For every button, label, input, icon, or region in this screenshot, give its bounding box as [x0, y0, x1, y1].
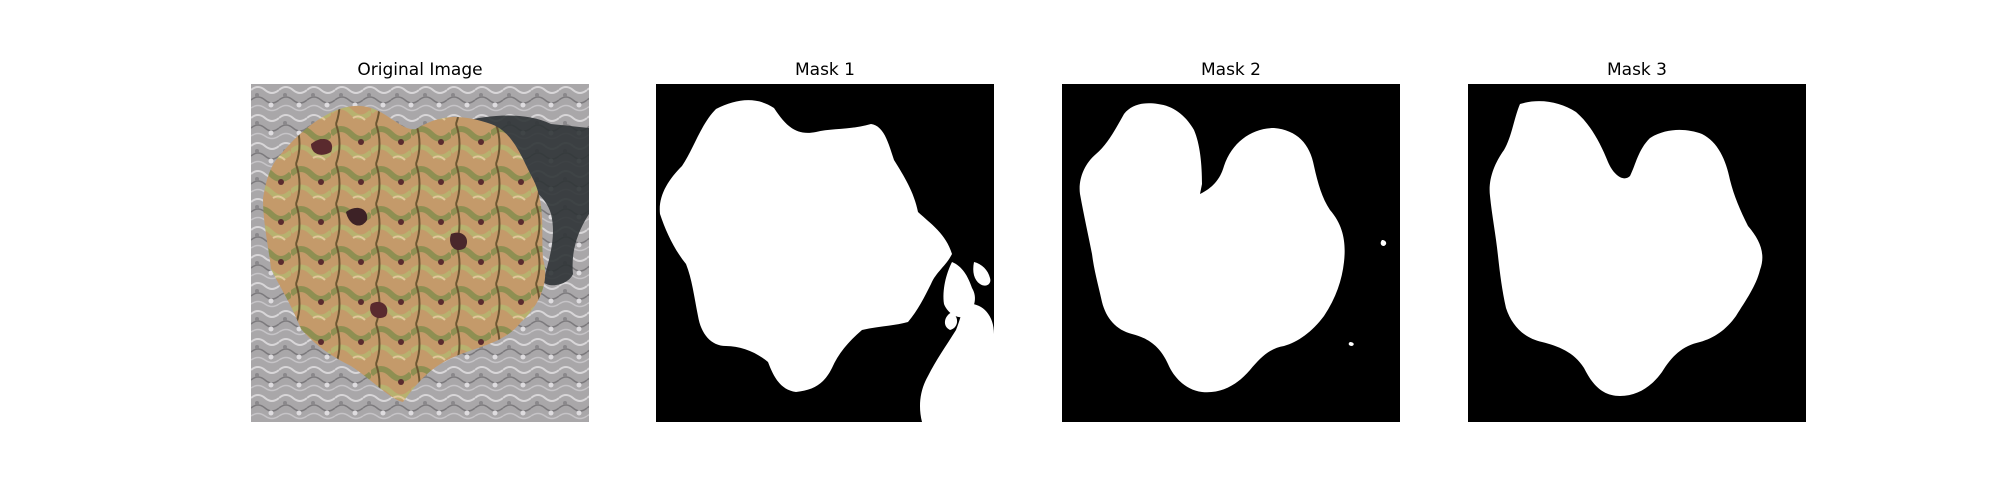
panel-title: Mask 1	[794, 60, 855, 80]
original-image	[251, 84, 589, 422]
panel-title: Original Image	[357, 60, 483, 80]
mask-2-image	[1062, 84, 1400, 422]
panel-title: Mask 3	[1606, 60, 1667, 80]
panel-mask-2: Mask 2	[1062, 0, 1400, 500]
mask-1-image	[656, 84, 994, 422]
panel-title: Mask 2	[1200, 60, 1261, 80]
panel-mask-1: Mask 1	[656, 0, 994, 500]
panel-original-image: Original Image	[251, 0, 589, 500]
mask-3-image	[1468, 84, 1806, 422]
panel-mask-3: Mask 3	[1468, 0, 1806, 500]
